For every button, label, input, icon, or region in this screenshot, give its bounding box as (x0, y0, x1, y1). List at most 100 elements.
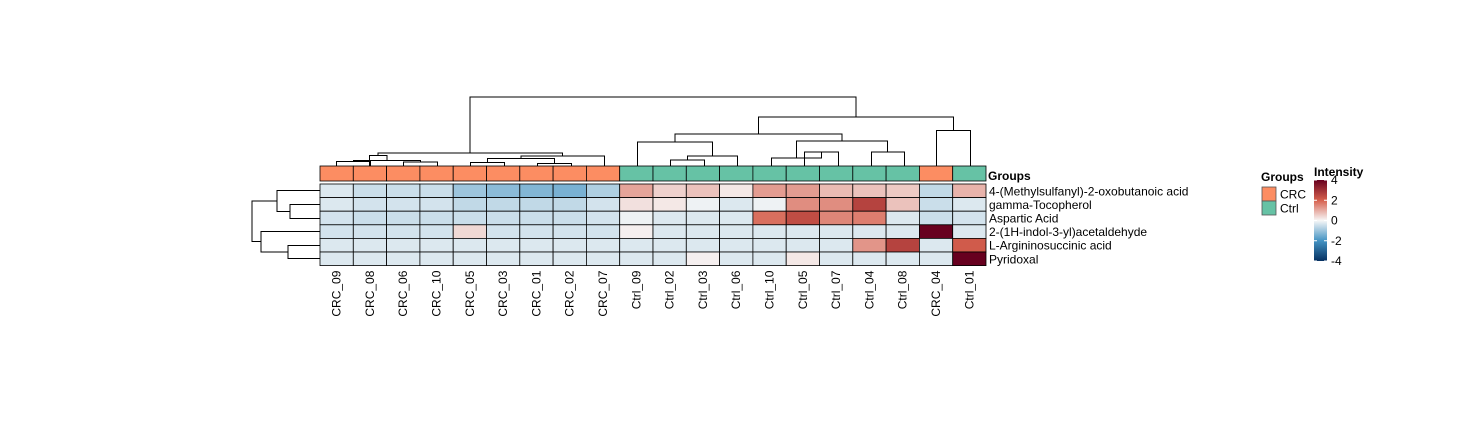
annotation-title: Groups (988, 169, 1031, 183)
heatmap-cell (386, 197, 421, 212)
heatmap-cell (552, 224, 587, 239)
annotation-cell-ctrl (819, 165, 854, 182)
row-label: gamma-Tocopherol (989, 198, 1092, 212)
heatmap-cell (486, 183, 521, 199)
colorbar-tick-label: -4 (1331, 254, 1342, 268)
heatmap-cell (452, 183, 487, 199)
colorbar-tick-label: -2 (1331, 234, 1342, 248)
heatmap-cell (619, 197, 654, 212)
heatmap-cell (719, 251, 754, 267)
heatmap-cell (752, 183, 787, 199)
heatmap-cell (452, 197, 487, 212)
heatmap-cell (586, 224, 621, 239)
heatmap-cell (719, 197, 754, 212)
heatmap-cell (885, 210, 920, 226)
heatmap-cell (552, 251, 587, 267)
heatmap-cell (586, 251, 621, 267)
heatmap-cell (652, 224, 687, 239)
group-annotation-bar (319, 165, 987, 182)
heatmap-cell (519, 237, 554, 253)
colorbar-tick-label: 0 (1331, 214, 1338, 228)
column-label: CRC_05 (463, 270, 477, 316)
heatmap-cell (685, 237, 720, 253)
column-label: CRC_09 (330, 270, 344, 316)
heatmap-cell (419, 251, 454, 267)
heatmap-cell (586, 237, 621, 253)
heatmap-cell (885, 251, 920, 267)
heatmap-cell (486, 197, 521, 212)
heatmap-cell (619, 251, 654, 267)
heatmap-cell (519, 251, 554, 267)
heatmap-cell (519, 197, 554, 212)
intensity-colorbar: Intensity 4 2 0 -2 -4 (1314, 165, 1364, 268)
annotation-cell-ctrl (785, 165, 820, 182)
annotation-cell-ctrl (752, 165, 787, 182)
colorbar-title: Intensity (1314, 165, 1364, 179)
heatmap-cell (885, 237, 920, 253)
heatmap-cell (819, 237, 854, 253)
column-label: CRC_03 (496, 270, 510, 316)
heatmap-cell (352, 224, 387, 239)
heatmap-cell (652, 197, 687, 212)
heatmap-cell (452, 224, 487, 239)
heatmap-cell (852, 197, 887, 212)
column-label: Ctrl_01 (962, 270, 976, 309)
heatmap-cell (952, 224, 987, 239)
legend-label-crc: CRC (1280, 188, 1306, 202)
heatmap-cells (319, 183, 987, 267)
heatmap-cell (752, 197, 787, 212)
heatmap-cell (819, 251, 854, 267)
annotation-cell-crc (352, 165, 387, 182)
heatmap-cell (386, 251, 421, 267)
heatmap-cell (952, 210, 987, 226)
heatmap-cell (619, 237, 654, 253)
row-label: 4-(Methylsulfanyl)-2-oxobutanoic acid (989, 184, 1188, 198)
colorbar-ticks: 4 2 0 -2 -4 (1314, 173, 1342, 268)
heatmap-cell (819, 210, 854, 226)
column-label: Ctrl_05 (796, 270, 810, 309)
annotation-cell-crc (586, 165, 621, 182)
column-label: Ctrl_10 (763, 270, 777, 309)
heatmap-cell (952, 183, 987, 199)
heatmap-cell (619, 224, 654, 239)
annotation-cell-crc (552, 165, 587, 182)
heatmap-cell (819, 224, 854, 239)
column-label: Ctrl_04 (862, 270, 876, 309)
heatmap-cell (852, 251, 887, 267)
heatmap-cell (319, 251, 354, 267)
heatmap-cell (785, 183, 820, 199)
heatmap-cell (419, 237, 454, 253)
heatmap-cell (919, 183, 954, 199)
heatmap-cell (719, 183, 754, 199)
annotation-cell-ctrl (652, 165, 687, 182)
heatmap-cell (685, 197, 720, 212)
annotation-cell-ctrl (885, 165, 920, 182)
heatmap-cell (852, 237, 887, 253)
annotation-cell-ctrl (685, 165, 720, 182)
colorbar-gradient (1314, 180, 1327, 261)
heatmap-cell (785, 224, 820, 239)
heatmap-cell (719, 210, 754, 226)
heatmap-cell (586, 197, 621, 212)
heatmap-cell (752, 237, 787, 253)
heatmap-cell (619, 183, 654, 199)
heatmap-cell (519, 210, 554, 226)
heatmap-cell (552, 210, 587, 226)
heatmap-cell (452, 251, 487, 267)
column-label: Ctrl_06 (729, 270, 743, 309)
colorbar-tick-label: 2 (1331, 193, 1338, 207)
heatmap-cell (386, 237, 421, 253)
column-label: CRC_04 (929, 270, 943, 316)
heatmap-cell (752, 251, 787, 267)
heatmap-cell (852, 224, 887, 239)
annotation-cell-crc (452, 165, 487, 182)
heatmap-cell (685, 183, 720, 199)
heatmap-cell (519, 224, 554, 239)
heatmap-cell (685, 251, 720, 267)
heatmap-cell (319, 224, 354, 239)
heatmap-cell (652, 183, 687, 199)
heatmap-cell (852, 183, 887, 199)
heatmap-cell (352, 183, 387, 199)
annotation-cell-ctrl (952, 165, 987, 182)
column-label: Ctrl_03 (696, 270, 710, 309)
